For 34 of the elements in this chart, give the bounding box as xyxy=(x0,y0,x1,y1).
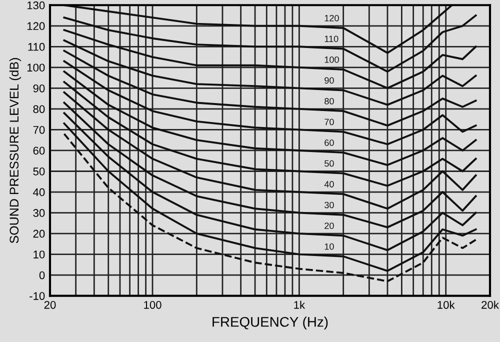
series-label: 30 xyxy=(324,202,334,208)
y-tick-label: 0 xyxy=(39,271,45,280)
series-label: 90 xyxy=(324,77,334,84)
y-tick-label: 10 xyxy=(34,250,45,258)
series-label: 80 xyxy=(324,98,334,104)
y-tick-label: 130 xyxy=(27,1,45,10)
x-tick-label: 20k xyxy=(482,300,499,309)
y-axis-title: SOUND PRESSURE LEVEL (dB) xyxy=(9,58,22,244)
x-tick-label: 20 xyxy=(44,300,56,309)
y-tick-label: 60 xyxy=(33,146,45,155)
y-tick-label: 80 xyxy=(33,105,45,114)
y-tick-label: -10 xyxy=(30,292,45,300)
y-tick-label: 30 xyxy=(33,209,45,217)
series-label: 110 xyxy=(324,36,338,42)
x-axis-title: FREQUENCY (Hz) xyxy=(212,316,328,330)
x-tick-label: 10k xyxy=(438,300,455,309)
x-tick-label: 100 xyxy=(144,300,162,309)
x-tick-label: 1k xyxy=(294,300,306,309)
series-label: 50 xyxy=(324,160,334,167)
series-label: 40 xyxy=(324,181,334,188)
series-label: 20 xyxy=(324,222,334,229)
series-label: 70 xyxy=(324,118,334,126)
series-label: 100 xyxy=(324,56,339,63)
series-label: 60 xyxy=(324,140,334,146)
y-tick-label: 70 xyxy=(33,126,45,134)
y-tick-label: 100 xyxy=(27,64,45,72)
y-tick-label: 20 xyxy=(33,230,45,238)
y-tick-label: 120 xyxy=(27,22,45,30)
y-tick-label: 110 xyxy=(28,42,45,51)
y-tick-label: 50 xyxy=(33,168,45,176)
series-label: 10 xyxy=(324,243,334,250)
y-tick-label: 90 xyxy=(33,84,45,92)
y-tick-label: 40 xyxy=(33,188,45,196)
series-label: 120 xyxy=(324,14,339,22)
